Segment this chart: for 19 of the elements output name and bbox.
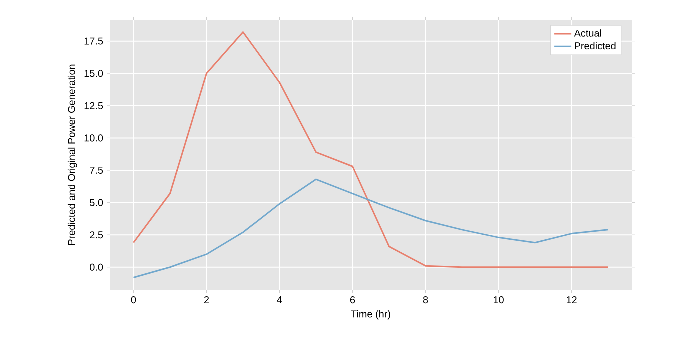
y-tick-label: 0.0	[90, 264, 104, 271]
x-tick-label: 2	[204, 296, 210, 304]
x-axis-title: Time (hr)	[351, 310, 390, 320]
x-tick-label: 0	[131, 296, 136, 304]
y-tick-label: 17.5	[84, 38, 104, 45]
legend-label: Actual	[574, 30, 602, 37]
y-tick-label: 12.5	[84, 102, 104, 110]
x-tick-label: 4	[277, 296, 282, 304]
y-tick-label: 15.0	[84, 70, 104, 78]
x-tick-label: 6	[350, 296, 356, 304]
x-tick-label: 12	[567, 296, 577, 304]
y-tick-label: 7.5	[90, 167, 104, 174]
y-tick-label: 10.0	[84, 134, 104, 142]
y-tick-label: 5.0	[90, 199, 104, 206]
legend-label: Predicted	[575, 42, 616, 50]
x-tick-label: 8	[423, 296, 428, 304]
y-axis-title: Predicted and Original Power Generation	[68, 64, 78, 246]
x-tick-label: 10	[494, 296, 504, 304]
y-tick-label: 2.5	[90, 232, 104, 239]
